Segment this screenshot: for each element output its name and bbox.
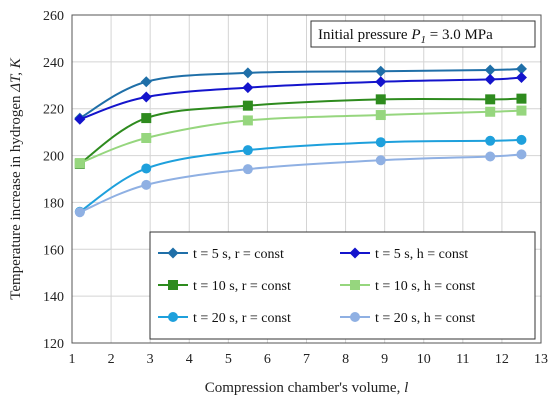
x-tick-label: 7	[303, 352, 310, 367]
data-point	[375, 65, 387, 77]
data-point	[485, 151, 496, 162]
legend-label: t = 5 s, h = const	[375, 247, 468, 262]
x-tick-label: 1	[69, 352, 76, 367]
legend-label: t = 10 s, r = const	[193, 279, 291, 294]
legend-item: t = 20 s, h = const	[340, 311, 475, 326]
data-point	[485, 135, 496, 146]
x-axis-label-text: Compression chamber's volume,	[205, 380, 404, 396]
y-axis-ticks: 120 140 160 180 200 220 240 260	[43, 9, 64, 352]
legend-item: t = 5 s, h = const	[340, 247, 468, 262]
x-tick-label: 10	[417, 352, 431, 367]
legend: t = 5 s, r = const t = 5 s, h = const t = …	[149, 231, 536, 340]
legend-label: t = 20 s, r = const	[193, 311, 291, 326]
data-point	[485, 106, 496, 117]
annotation-prefix: Initial pressure	[318, 27, 411, 43]
annotation-suffix: = 3.0 MPa	[426, 27, 493, 43]
legend-label: t = 20 s, h = const	[375, 311, 475, 326]
data-point	[484, 73, 496, 85]
legend-item: t = 20 s, r = const	[158, 311, 291, 326]
x-tick-label: 13	[534, 352, 548, 367]
y-tick-label: 260	[43, 9, 64, 24]
legend-swatch-marker	[349, 247, 361, 259]
legend-swatch-marker	[350, 312, 360, 322]
series-4	[74, 105, 527, 169]
x-tick-label: 8	[342, 352, 349, 367]
series-2	[74, 72, 527, 125]
annotation-frame	[310, 20, 536, 48]
annotation-box: Initial pressure P1 = 3.0 MPa	[310, 20, 536, 48]
data-point	[141, 113, 152, 124]
legend-swatch-marker	[350, 280, 360, 290]
data-point	[375, 94, 386, 105]
annotation-symbol: P	[410, 27, 420, 43]
legend-swatch-marker	[168, 312, 178, 322]
y-tick-label: 200	[43, 150, 64, 165]
series-group	[74, 63, 527, 218]
y-tick-label: 180	[43, 196, 64, 211]
series-6	[74, 149, 527, 218]
y-axis-label: Temperature increase in hydrogen ΔT, K	[8, 57, 24, 300]
data-point	[516, 93, 527, 104]
data-point	[375, 110, 386, 121]
x-tick-label: 5	[225, 352, 232, 367]
x-tick-label: 6	[264, 352, 271, 367]
legend-item: t = 5 s, r = const	[158, 247, 284, 262]
data-point	[516, 149, 527, 160]
data-point	[516, 134, 527, 145]
legend-swatch-marker	[168, 280, 178, 290]
data-point	[140, 76, 152, 88]
data-point	[141, 133, 152, 143]
annotation-subscript: 1	[420, 34, 426, 46]
data-point	[140, 91, 152, 103]
data-point	[242, 82, 254, 94]
data-point	[515, 63, 527, 75]
y-axis-label-symbol: ΔT, K	[8, 57, 24, 93]
data-point	[141, 163, 152, 174]
x-axis-label: Compression chamber's volume, l	[205, 380, 409, 396]
legend-item: t = 10 s, r = const	[158, 279, 291, 294]
x-tick-label: 2	[108, 352, 115, 367]
data-point	[74, 158, 85, 169]
x-tick-label: 3	[147, 352, 154, 367]
data-point	[375, 137, 386, 148]
legend-item: t = 10 s, h = const	[340, 279, 475, 294]
x-axis-ticks: 1 2 3 4 5 6 7 8 9 10 11 12 13	[69, 352, 549, 367]
y-tick-label: 120	[43, 337, 64, 352]
data-point	[242, 145, 253, 156]
y-tick-label: 220	[43, 103, 64, 118]
data-point	[485, 94, 496, 105]
data-point	[515, 72, 527, 84]
data-point	[74, 207, 85, 218]
y-tick-label: 240	[43, 56, 64, 71]
x-tick-label: 4	[186, 352, 193, 367]
legend-label: t = 5 s, r = const	[193, 247, 284, 262]
legend-label: t = 10 s, h = const	[375, 279, 475, 294]
data-point	[242, 100, 253, 111]
y-axis-label-text: Temperature increase in hydrogen	[8, 92, 24, 300]
data-point	[516, 105, 527, 116]
plot-area	[71, 14, 542, 344]
data-point	[74, 113, 86, 125]
annotation-text: Initial pressure P1 = 3.0 MPa	[318, 27, 493, 46]
y-tick-label: 140	[43, 290, 64, 305]
x-tick-label: 9	[381, 352, 388, 367]
data-point	[375, 155, 386, 166]
data-point	[242, 164, 253, 175]
data-point	[242, 115, 253, 126]
data-point	[484, 64, 496, 76]
y-tick-label: 160	[43, 243, 64, 258]
data-point	[141, 179, 152, 190]
x-tick-label: 12	[495, 352, 509, 367]
x-axis-label-unit: l	[404, 380, 408, 396]
legend-swatch-marker	[167, 247, 179, 259]
data-point	[375, 76, 387, 88]
data-point	[242, 67, 254, 79]
x-tick-label: 11	[456, 352, 469, 367]
